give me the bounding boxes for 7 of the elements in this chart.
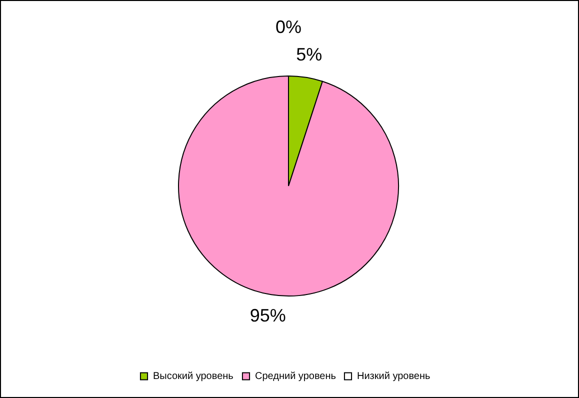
data-label: 5% [296,44,322,65]
pie-slice [178,76,399,296]
legend-label: Средний уровень [255,371,336,382]
legend-label: Высокий уровень [153,371,234,382]
legend-label: Низкий уровень [357,371,430,382]
data-label: 95% [250,305,286,326]
text: 0% [275,17,302,37]
